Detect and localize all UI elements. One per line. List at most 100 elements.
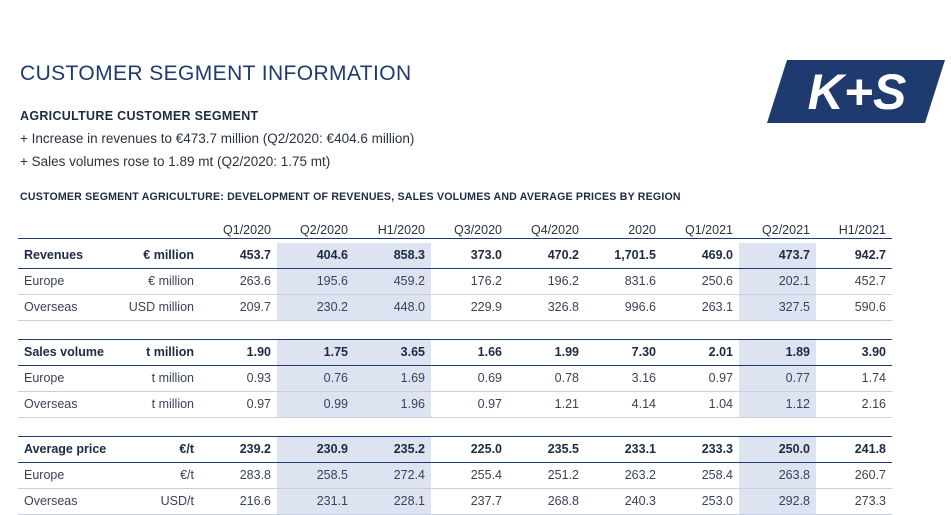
table-cell: 1.69 (354, 366, 431, 391)
table-cell: 4.14 (631, 397, 656, 411)
table-row: Average price €/t 239.2 230.9 235.2 225.0 235.… (18, 436, 892, 463)
table-cell: 272.4 (354, 463, 431, 488)
table-cell: 176.2 (470, 274, 502, 288)
bullet-volumes: + Sales volumes rose to 1.89 mt (Q2/2020… (20, 154, 331, 169)
table-cell: 196.2 (547, 274, 579, 288)
table-cell: 251.2 (547, 468, 579, 482)
table-cell: 996.6 (624, 300, 656, 314)
table-cell: 255.4 (470, 468, 502, 482)
table-cell: 327.5 (739, 295, 816, 320)
table-cell: 240.3 (624, 494, 656, 508)
table-cell: 404.6 (277, 243, 354, 268)
table-cell: 7.30 (631, 345, 656, 359)
table-cell: 0.97 (477, 397, 502, 411)
table-cell: 3.65 (354, 340, 431, 365)
table-cell: 3.16 (631, 371, 656, 385)
table-cell: 0.77 (739, 366, 816, 391)
table-cell: 241.8 (854, 442, 886, 456)
table-cell: 263.1 (701, 300, 733, 314)
table-cell: 263.6 (239, 274, 271, 288)
row-unit: USD/t (160, 494, 194, 508)
table-cell: 453.7 (239, 248, 271, 262)
table-cell: 3.90 (861, 345, 886, 359)
table-cell: 1.99 (554, 345, 579, 359)
table-cell: 1.89 (739, 340, 816, 365)
row-unit: €/t (179, 442, 194, 456)
table-cell: 1,701.5 (614, 248, 656, 262)
table-group: Sales volume t million 1.90 1.75 3.65 1.66 1.9… (18, 339, 892, 418)
column-header: H1/2020 (377, 223, 425, 237)
table-cell: 469.0 (701, 248, 733, 262)
row-unit: t million (151, 397, 194, 411)
row-unit: t million (151, 371, 194, 385)
table-cell: 0.99 (277, 392, 354, 417)
section-subheading: AGRICULTURE CUSTOMER SEGMENT (20, 109, 259, 123)
table-cell: 0.97 (708, 371, 733, 385)
logo-text: K+S (808, 64, 907, 120)
row-label: Overseas (24, 300, 78, 314)
table-cell: 942.7 (854, 248, 886, 262)
table-row: Revenues € million 453.7 404.6 858.3 373.0 470… (18, 243, 892, 269)
table-cell: 0.76 (277, 366, 354, 391)
table-cell: 231.1 (277, 489, 354, 514)
column-header: Q1/2021 (685, 223, 733, 237)
table-cell: 1.90 (246, 345, 271, 359)
table-cell: 228.1 (354, 489, 431, 514)
bullet-revenues: + Increase in revenues to €473.7 million… (20, 131, 415, 146)
table-cell: 1.04 (708, 397, 733, 411)
row-label: Average price (24, 442, 107, 456)
data-table: Q1/2020 Q2/2020 H1/2020 Q3/2020 Q4/2020 … (18, 212, 892, 515)
table-cell: 263.2 (624, 468, 656, 482)
table-cell: 253.0 (701, 494, 733, 508)
row-label: Overseas (24, 494, 78, 508)
table-cell: 1.66 (477, 345, 502, 359)
column-header: Q2/2021 (762, 223, 810, 237)
page-title: CUSTOMER SEGMENT INFORMATION (20, 62, 412, 85)
row-label: Europe (24, 371, 65, 385)
table-cell: 858.3 (354, 243, 431, 268)
table-cell: 260.7 (854, 468, 886, 482)
row-unit: € million (148, 274, 194, 288)
table-cell: 237.7 (470, 494, 502, 508)
table-group: Average price €/t 239.2 230.9 235.2 225.0 235.… (18, 436, 892, 515)
table-cell: 268.8 (547, 494, 579, 508)
table-cell: 225.0 (470, 442, 502, 456)
table-cell: 0.78 (554, 371, 579, 385)
table-cell: 1.74 (861, 371, 886, 385)
column-header: Q3/2020 (454, 223, 502, 237)
table-cell: 273.3 (854, 494, 886, 508)
table-cell: 195.6 (277, 269, 354, 294)
table-cell: 233.1 (624, 442, 656, 456)
column-header: H1/2021 (838, 223, 886, 237)
table-cell: 258.4 (701, 468, 733, 482)
table-cell: 2.01 (708, 345, 733, 359)
table-group: Revenues € million 453.7 404.6 858.3 373.0 470… (18, 243, 892, 321)
table-cell: 1.21 (554, 397, 579, 411)
table-cell: 470.2 (547, 248, 579, 262)
table-cell: 473.7 (739, 243, 816, 268)
table-cell: 1.96 (354, 392, 431, 417)
table-row: Europe €/t 283.8 258.5 272.4 255.4 251.2 263.2 2… (18, 463, 892, 489)
row-label: Overseas (24, 397, 78, 411)
table-cell: 233.3 (701, 442, 733, 456)
table-cell: 0.93 (246, 371, 271, 385)
row-unit: €/t (180, 468, 194, 482)
table-row: Europe t million 0.93 0.76 1.69 0.69 0.78 3.16 0… (18, 366, 892, 392)
table-row: Sales volume t million 1.90 1.75 3.65 1.66 1.9… (18, 339, 892, 366)
table-cell: 229.9 (470, 300, 502, 314)
table-cell: 2.16 (861, 397, 886, 411)
row-unit: USD million (128, 300, 194, 314)
table-cell: 250.6 (701, 274, 733, 288)
table-cell: 250.0 (739, 437, 816, 462)
table-cell: 1.12 (739, 392, 816, 417)
table-cell: 239.2 (239, 442, 271, 456)
column-header: Q1/2020 (223, 223, 271, 237)
table-caption: CUSTOMER SEGMENT AGRICULTURE: DEVELOPMEN… (20, 191, 681, 203)
table-row: Overseas USD/t 216.6 231.1 228.1 237.7 268.8 24… (18, 489, 892, 515)
column-header: Q4/2020 (531, 223, 579, 237)
row-label: Sales volume (24, 345, 104, 359)
table-cell: 283.8 (239, 468, 271, 482)
table-cell: 230.2 (277, 295, 354, 320)
table-cell: 0.97 (246, 397, 271, 411)
table-cell: 263.8 (739, 463, 816, 488)
